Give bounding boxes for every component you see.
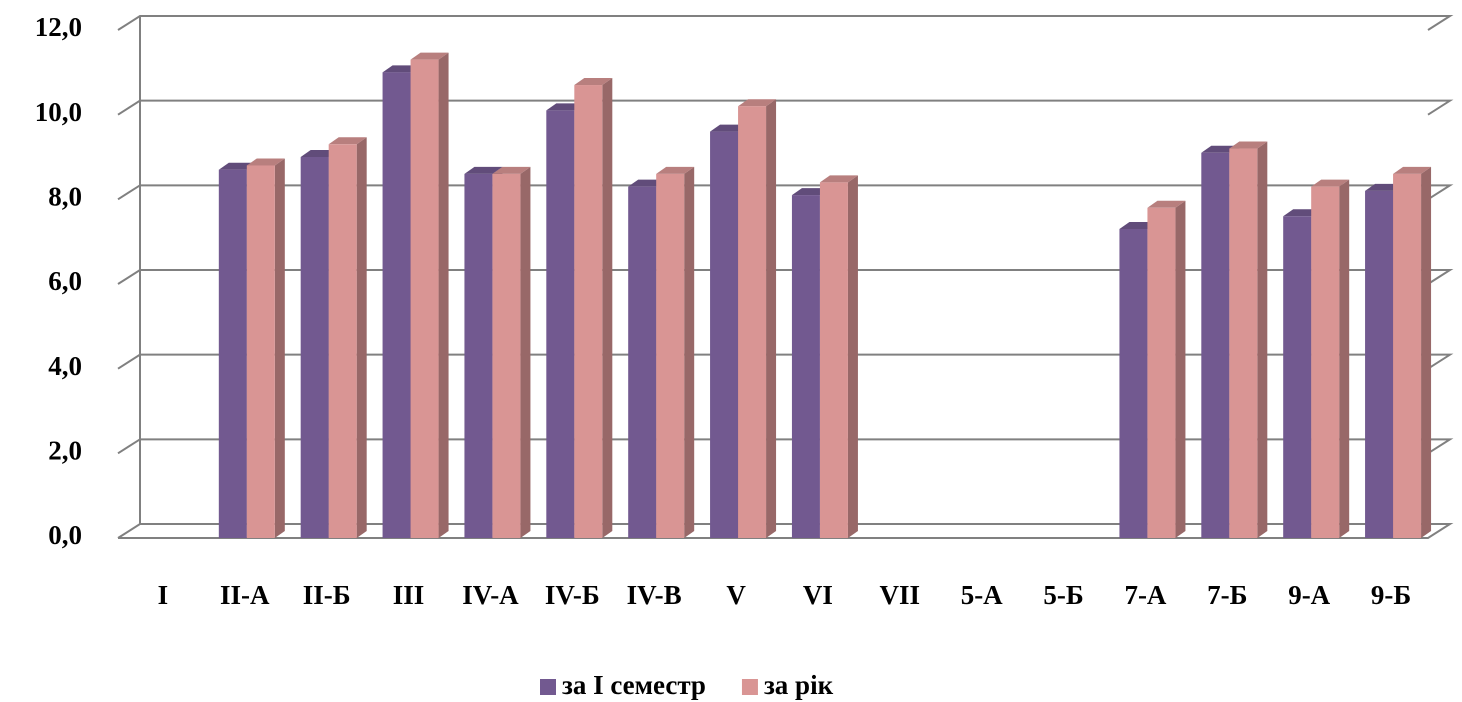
bar-top — [656, 166, 695, 174]
x-tick-label: III — [393, 580, 425, 610]
y-tick-label: 4,0 — [48, 351, 82, 381]
x-tick-label: II-Б — [303, 580, 351, 610]
x-tick-label: 5-Б — [1043, 580, 1083, 610]
bar — [1147, 207, 1176, 539]
bar — [218, 169, 247, 538]
x-tick-label: 9-Б — [1371, 580, 1411, 610]
y-tick-label: 0,0 — [48, 520, 82, 550]
bar — [1393, 173, 1422, 538]
bar-top — [1229, 141, 1268, 149]
bar-top — [410, 52, 449, 60]
x-tick-label: 9-А — [1288, 580, 1330, 610]
bar-side — [602, 78, 613, 539]
y-tick-label: 10,0 — [35, 97, 82, 127]
bar — [574, 85, 603, 539]
bar-top — [1147, 200, 1186, 208]
bar-top — [819, 175, 858, 183]
x-tick-label: II-А — [220, 580, 270, 610]
bar-top — [1393, 166, 1432, 174]
bar-top — [328, 137, 367, 145]
bar-side — [684, 166, 695, 538]
grid-line — [117, 184, 1454, 201]
y-tick-label: 6,0 — [48, 266, 82, 296]
bar — [546, 110, 575, 538]
bar — [382, 72, 411, 538]
bar-side — [438, 52, 449, 539]
bar-side — [1175, 200, 1186, 539]
x-tick-label: VI — [803, 580, 833, 610]
legend-label: за рік — [764, 670, 834, 700]
legend-swatch — [741, 679, 758, 695]
bar — [328, 144, 357, 539]
bar — [246, 165, 275, 538]
y-tick-label: 2,0 — [48, 436, 82, 466]
x-tick-label: I — [158, 580, 169, 610]
bar — [1311, 186, 1340, 538]
bar-top — [464, 166, 503, 174]
bar — [1119, 228, 1148, 538]
grid-line — [117, 523, 1454, 539]
x-tick-label: 7-Б — [1207, 580, 1247, 610]
bar-side — [1421, 166, 1432, 538]
bar — [1229, 148, 1258, 539]
x-tick-label: V — [726, 580, 746, 610]
bar — [1201, 152, 1230, 538]
x-tick-label: 5-А — [961, 580, 1003, 610]
bar-top — [1311, 179, 1350, 187]
y-tick-label: 8,0 — [48, 182, 82, 212]
x-tick-label: IV-В — [627, 580, 682, 610]
legend-label: за І семестр — [562, 670, 706, 700]
bar-top — [738, 99, 777, 107]
bar — [492, 173, 521, 538]
bar — [628, 186, 657, 538]
bar-top — [574, 78, 613, 86]
bar — [791, 195, 820, 538]
y-tick-label: 12,0 — [35, 12, 82, 42]
bar — [1283, 216, 1312, 538]
bar-top — [246, 158, 285, 166]
bar — [819, 182, 848, 538]
grid-line — [117, 99, 1454, 116]
bar-top — [492, 166, 531, 174]
x-tick-label: IV-А — [462, 580, 519, 610]
bar — [300, 157, 329, 538]
bar — [656, 173, 685, 538]
x-tick-label: VII — [880, 580, 921, 610]
bar — [738, 106, 767, 538]
bar — [710, 131, 739, 538]
bar-side — [520, 166, 531, 538]
bar — [1365, 190, 1394, 538]
bar-side — [356, 137, 367, 539]
x-tick-label: IV-Б — [545, 580, 600, 610]
bar-side — [847, 175, 858, 538]
grid-line — [117, 15, 1454, 31]
bar — [464, 173, 493, 538]
bar-side — [766, 99, 777, 538]
legend-swatch — [540, 679, 556, 695]
bar-side — [274, 158, 285, 538]
bar-side — [1339, 179, 1350, 538]
x-tick-label: 7-А — [1124, 580, 1166, 610]
bar — [410, 59, 439, 539]
bar-side — [1257, 141, 1268, 539]
